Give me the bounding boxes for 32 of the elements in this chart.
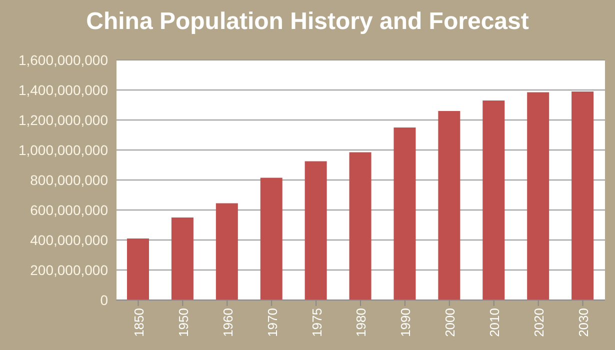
- y-tick-label: 0: [100, 292, 108, 308]
- x-tick-label: 1970: [264, 308, 280, 337]
- bar: [349, 152, 372, 300]
- bar: [216, 203, 238, 300]
- bar: [260, 178, 282, 300]
- y-tick-label: 1,000,000,000: [18, 142, 108, 158]
- bar: [171, 218, 194, 300]
- bar: [127, 238, 149, 300]
- y-tick-label: 400,000,000: [30, 232, 108, 248]
- x-tick-label: 2000: [442, 308, 458, 337]
- x-tick-label: 1980: [354, 308, 369, 337]
- x-tick-label: 2020: [532, 308, 547, 337]
- y-tick-label: 1,400,000,000: [18, 82, 108, 98]
- y-tick-label: 1,600,000,000: [18, 52, 108, 68]
- x-tick-label: 1990: [398, 308, 414, 337]
- x-tick-label: 1960: [220, 308, 236, 337]
- bar: [527, 92, 550, 300]
- x-tick-label: 1950: [176, 308, 191, 337]
- y-tick-label: 1,200,000,000: [18, 112, 108, 128]
- x-tick-label: 1975: [309, 308, 324, 337]
- y-tick-label: 800,000,000: [30, 172, 108, 188]
- bar: [572, 92, 594, 300]
- x-tick-label: 1850: [131, 308, 146, 337]
- chart-title: China Population History and Forecast: [85, 8, 530, 36]
- x-tick-label: 2030: [576, 308, 592, 337]
- bar: [304, 161, 327, 300]
- bar: [482, 100, 505, 300]
- y-tick-label: 600,000,000: [30, 202, 108, 218]
- bar: [394, 128, 416, 300]
- x-tick-label: 2010: [487, 308, 502, 337]
- bar: [438, 111, 460, 300]
- y-tick-label: 200,000,000: [30, 262, 108, 278]
